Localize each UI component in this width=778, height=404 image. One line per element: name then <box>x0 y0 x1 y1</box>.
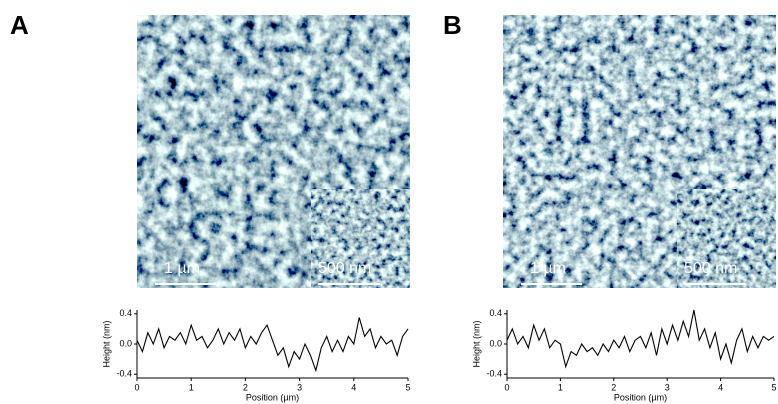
x-axis-label: Position (µm) <box>614 392 667 402</box>
x-tick-label: 0 <box>134 382 139 392</box>
x-tick-label: 0 <box>504 382 509 392</box>
profile-line <box>506 309 775 369</box>
x-tick-label: 5 <box>771 382 776 392</box>
y-tick-label: 0.0 <box>119 338 132 348</box>
y-axis-label: Height (nm) <box>101 320 111 367</box>
x-tick-label: 3 <box>297 382 302 392</box>
x-axis-label: Position (µm) <box>246 392 299 402</box>
x-tick-label: 2 <box>243 382 248 392</box>
afm-inset <box>676 188 777 289</box>
y-tick-label: 0.0 <box>489 338 502 348</box>
inset-scale-bar-label: 500 nm <box>684 260 737 277</box>
x-tick-label: 1 <box>558 382 563 392</box>
afm-inset <box>310 188 411 289</box>
y-tick-label: -0.4 <box>486 369 502 379</box>
x-tick-label: 5 <box>405 382 410 392</box>
y-tick-label: 0.4 <box>119 308 132 318</box>
y-tick-label: 0.4 <box>489 308 502 318</box>
y-tick-label: -0.4 <box>116 369 132 379</box>
x-tick-label: 4 <box>718 382 723 392</box>
scale-bar-label: 1 µm <box>164 260 200 277</box>
profile-line <box>136 317 409 373</box>
y-axis-label: Height (nm) <box>471 320 481 367</box>
inset-scale-bar-label: 500 nm <box>318 260 371 277</box>
x-tick-label: 3 <box>665 382 670 392</box>
panel-label: B <box>443 10 462 40</box>
x-tick-label: 4 <box>351 382 356 392</box>
x-tick-label: 1 <box>189 382 194 392</box>
x-tick-label: 2 <box>611 382 616 392</box>
panel-label: A <box>10 10 29 40</box>
scale-bar-label: 1 µm <box>530 260 566 277</box>
